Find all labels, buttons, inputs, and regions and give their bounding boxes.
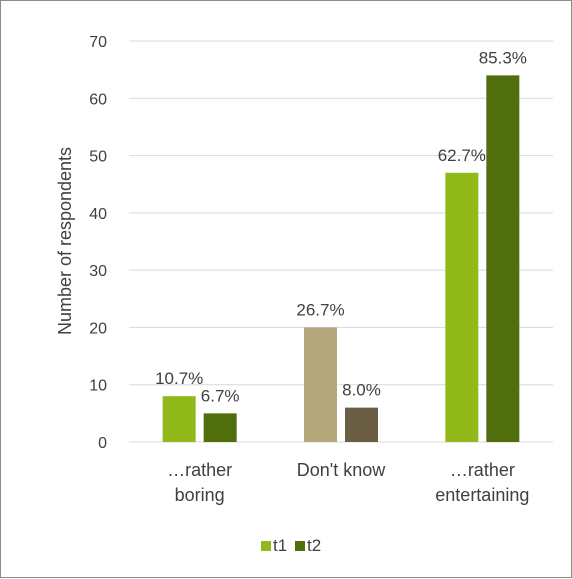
legend: t1 t2	[261, 536, 321, 555]
y-axis-ticks: 0 10 20 30 40 50 60 70	[89, 34, 107, 452]
gridlines	[129, 40, 553, 443]
bar-t1-2	[445, 172, 479, 442]
data-label-t1-0: 10.7%	[155, 369, 203, 388]
data-label-t2-0: 6.7%	[201, 386, 240, 405]
y-tick-label: 20	[89, 320, 107, 337]
bar-t1-0	[162, 396, 196, 442]
data-labels: 10.7%6.7% 26.7% 8.0% 62.7% 85.3%	[155, 48, 527, 405]
y-tick-label: 30	[89, 263, 107, 280]
x-axis-categories: …rather boring Don't know …rather entertaini…	[167, 460, 529, 505]
data-label-t1-2: 62.7%	[438, 146, 486, 165]
bar-t2-0	[203, 413, 237, 442]
data-label-t2-1: 8.0%	[342, 381, 381, 400]
y-tick-label: 70	[89, 34, 107, 51]
category-label-0: boring	[175, 485, 225, 505]
legend-swatch-t1	[261, 541, 271, 551]
y-tick-label: 60	[89, 91, 107, 108]
category-label-1: Don't know	[297, 460, 386, 480]
y-axis-title: Number of respondents	[55, 147, 75, 335]
bars	[162, 75, 520, 442]
category-label-0: …rather	[167, 460, 232, 480]
y-tick-label: 10	[89, 378, 107, 395]
y-tick-label: 50	[89, 149, 107, 166]
category-label-2: …rather	[450, 460, 515, 480]
y-tick-label: 40	[89, 206, 107, 223]
legend-swatch-t2	[295, 541, 305, 551]
legend-label-t1: t1	[273, 536, 287, 555]
category-label-2: entertaining	[435, 485, 529, 505]
bar-t2-1	[345, 407, 378, 442]
data-label-t2-2: 85.3%	[479, 48, 527, 67]
y-tick-label: 0	[98, 435, 107, 452]
bar-t1-1	[304, 327, 337, 442]
legend-label-t2: t2	[307, 536, 321, 555]
bar-t2-2	[486, 75, 520, 442]
data-label-t1-1: 26.7%	[296, 300, 344, 319]
